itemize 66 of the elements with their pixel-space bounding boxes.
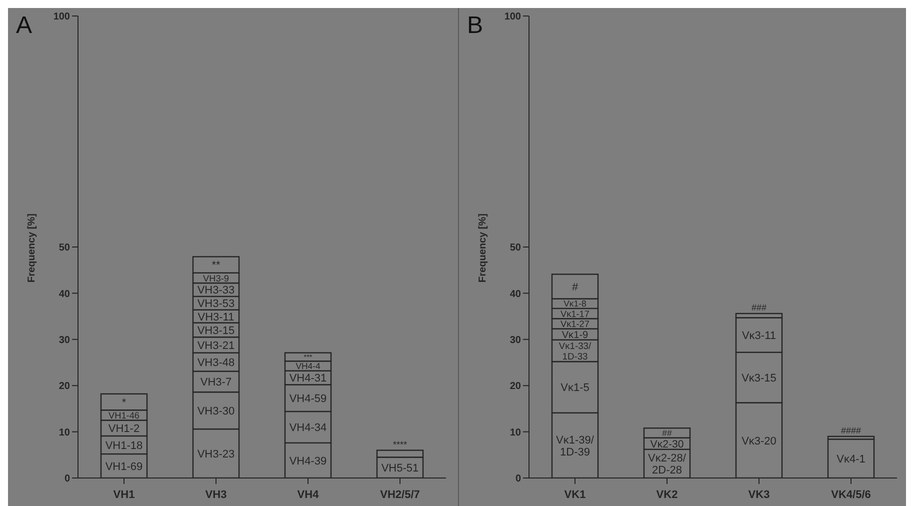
data-label: VH3-30 <box>197 406 235 418</box>
data-label: VH4-59 <box>289 393 327 406</box>
data-label: VH1-46 <box>108 410 140 420</box>
x-tick-label: VH1 <box>113 488 135 501</box>
chart-title: B <box>467 12 484 40</box>
data-label: VH1-18 <box>105 440 143 452</box>
data-label: VH3-48 <box>197 357 235 369</box>
data-label: **** <box>392 439 408 450</box>
y-axis-title: Frequency [%] <box>478 214 488 282</box>
data-label: VH3-11 <box>198 311 234 324</box>
x-tick-label: VK3 <box>748 488 770 501</box>
y-tick-label: 20 <box>58 381 70 392</box>
y-tick-label: 30 <box>510 334 522 346</box>
data-label: Vκ2-30 <box>650 438 684 450</box>
y-tick-label: 50 <box>58 242 70 254</box>
y-tick-label: 40 <box>58 288 70 300</box>
y-axis-title: Frequency [%] <box>26 214 38 282</box>
data-label: VH5-51 <box>381 462 419 475</box>
data-label: #### <box>840 425 862 436</box>
data-label: VH3-7 <box>200 376 232 389</box>
x-tick-label: VH4 <box>297 488 320 501</box>
y-tick-label: 100 <box>53 12 70 23</box>
y-tick-label: 0 <box>64 474 70 485</box>
data-label: Vκ1-5 <box>560 382 590 394</box>
data-label: Vκ2-28/2D-28 <box>648 452 687 477</box>
data-label: VH3-21 <box>197 340 235 352</box>
data-label: VH4-34 <box>289 422 327 434</box>
x-tick-label: VH3 <box>205 488 227 501</box>
y-tick-label: 20 <box>510 381 522 392</box>
data-label: VH3-15 <box>197 324 235 337</box>
data-label: Vκ1-9 <box>562 330 589 341</box>
data-label: VH4-4 <box>296 361 320 372</box>
data-label: ## <box>662 428 672 438</box>
data-label: Vκ3-20 <box>742 435 776 448</box>
data-label: VH3-53 <box>197 298 235 310</box>
data-label: VH1-2 <box>108 423 140 436</box>
data-label: VH3-23 <box>197 448 235 460</box>
x-tick-label: VH2/5/7 <box>380 488 420 501</box>
data-label: ** <box>212 260 221 272</box>
data-label: Vκ1-17 <box>560 308 590 319</box>
x-tick-label: VK1 <box>564 488 586 501</box>
y-tick-label: 30 <box>58 334 70 346</box>
data-label: VH3-9 <box>203 273 229 284</box>
x-tick-label: VK4/5/6 <box>831 488 871 501</box>
data-label: # <box>572 281 579 294</box>
y-tick-label: 0 <box>515 474 522 485</box>
data-label: Vκ1-39/1D-39 <box>556 434 595 458</box>
data-label: Vκ1-8 <box>564 298 587 309</box>
y-tick-label: 100 <box>504 12 522 23</box>
y-tick-label: 10 <box>58 427 70 438</box>
data-label: Vκ4-1 <box>836 454 866 466</box>
data-label: Vκ1-27 <box>560 318 590 329</box>
data-label: Vκ1-33/1D-33 <box>558 340 592 362</box>
data-label: VH4-31 <box>289 372 327 385</box>
data-label: Vκ3-15 <box>742 372 776 384</box>
y-tick-label: 50 <box>510 242 522 254</box>
x-tick-label: VK2 <box>656 488 678 501</box>
data-label: Vκ3-11 <box>742 330 776 342</box>
data-label: ### <box>751 302 767 313</box>
data-label: VH3-33 <box>197 284 235 297</box>
y-tick-label: 10 <box>510 427 522 438</box>
data-label: VH4-39 <box>289 455 327 468</box>
y-tick-label: 40 <box>510 288 522 300</box>
data-label: VH1-69 <box>105 460 143 473</box>
chart-title: A <box>16 12 32 40</box>
data-label: * <box>122 396 127 409</box>
